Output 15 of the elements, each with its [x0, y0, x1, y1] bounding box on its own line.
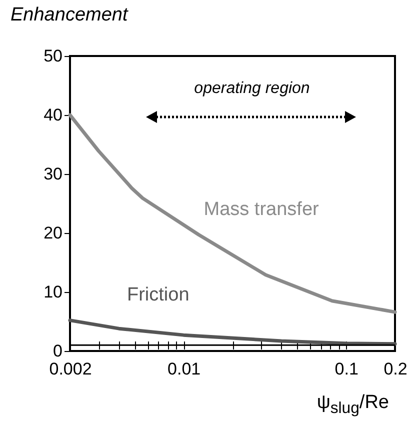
- y-tick-label: 20: [44, 224, 62, 242]
- y-tick-label: 0: [53, 342, 62, 360]
- y-axis-title: Enhancement: [10, 4, 128, 26]
- x-tick-label: 0.01: [168, 360, 201, 378]
- series-label: Mass transfer: [204, 198, 320, 220]
- y-tick-label: 30: [44, 164, 62, 184]
- x-tick-label: 0.1: [334, 360, 358, 378]
- y-tick-label: 50: [44, 46, 62, 66]
- annotation: operating region: [193, 80, 311, 98]
- x-tick-label: 0.2: [384, 360, 408, 378]
- y-tick-label: 40: [44, 106, 62, 124]
- series-label: Friction: [127, 284, 190, 306]
- x-axis-title: ψ$_{slug}$/Re: [316, 392, 389, 418]
- x-tick-label: 0.002: [49, 360, 92, 378]
- y-tick-label: 10: [44, 282, 62, 302]
